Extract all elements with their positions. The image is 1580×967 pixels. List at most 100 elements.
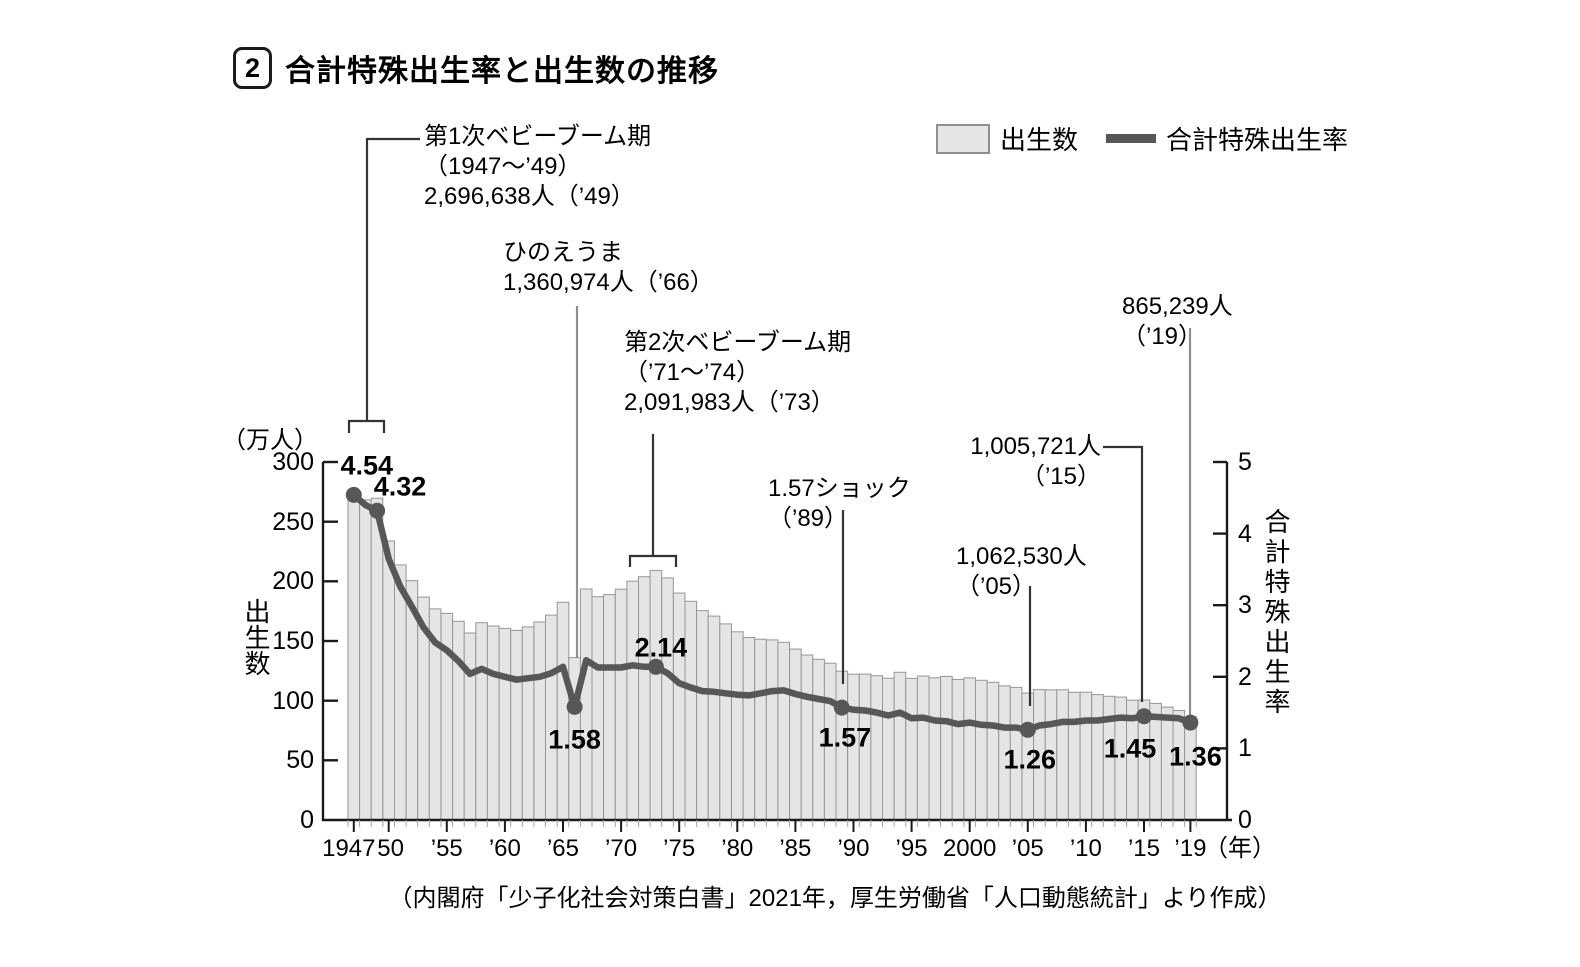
tfr-dot xyxy=(345,486,362,503)
birth-bar xyxy=(707,615,721,821)
birth-bar xyxy=(684,600,698,821)
birth-bar xyxy=(1067,691,1081,821)
birth-bar xyxy=(835,670,849,821)
birth-bar xyxy=(870,675,884,821)
annotation-line: （’05） xyxy=(956,573,1037,600)
legend-label-births: 出生数 xyxy=(1000,125,1079,155)
birth-bar xyxy=(1091,694,1104,821)
birth-bar xyxy=(1160,706,1174,821)
birth-bar xyxy=(847,673,860,821)
tfr-dot xyxy=(647,658,664,675)
birth-bar xyxy=(754,638,767,821)
birth-bar xyxy=(731,631,744,821)
birth-bar xyxy=(649,569,663,821)
annotation-connector xyxy=(1103,445,1144,702)
birth-bar xyxy=(1021,692,1035,821)
tfr-dot xyxy=(833,699,850,716)
annotation-line: （’15） xyxy=(1020,463,1101,490)
annotation-births-2015: 1,005,721人 （’15） xyxy=(928,432,1101,492)
birth-bar xyxy=(591,596,605,821)
tfr-dot xyxy=(1182,714,1199,731)
birth-bar xyxy=(1056,689,1069,821)
annotation-line: 2,696,638人（’49） xyxy=(424,183,635,210)
annotation-line: 1,360,974人（’66） xyxy=(503,269,714,296)
page-title: 合計特殊出生率と出生数の推移 xyxy=(285,55,719,88)
birth-bar xyxy=(614,588,628,821)
births-bar-swatch xyxy=(936,123,990,154)
birth-bar xyxy=(452,620,465,821)
birth-bar xyxy=(905,677,918,821)
figure-title-row: 2 合計特殊出生率と出生数の推移 xyxy=(233,46,719,90)
birth-bar xyxy=(1184,716,1197,821)
birth-bar xyxy=(1172,710,1186,821)
tfr-line-swatch xyxy=(1106,134,1157,143)
annotation-line: （’71～’74） xyxy=(624,359,761,386)
birth-bar xyxy=(823,662,837,821)
tfr-dot xyxy=(566,698,583,715)
birth-bar xyxy=(1149,702,1162,821)
birth-bar xyxy=(696,610,709,821)
birth-bar xyxy=(986,681,1000,821)
birth-bar xyxy=(1079,691,1093,821)
birth-bar xyxy=(1102,695,1116,821)
y-left-axis-title: 出生数 xyxy=(241,598,271,676)
annotation-births-2019: 865,239人 （’19） xyxy=(1122,292,1233,352)
annotation-line: 865,239人 xyxy=(1122,293,1233,320)
annotation-line: 2,091,983人（’73） xyxy=(624,389,835,416)
annotation-line: 1,062,530人 xyxy=(956,543,1087,570)
birth-bar xyxy=(498,627,512,821)
birth-bar xyxy=(545,614,558,821)
birth-bar xyxy=(638,576,651,821)
birth-bar xyxy=(603,594,616,821)
annotation-line: （’19） xyxy=(1122,323,1203,350)
tfr-dot xyxy=(369,502,386,519)
birth-bar xyxy=(394,564,407,821)
birth-bar xyxy=(719,623,732,821)
annotation-line: 第1次ベビーブーム期 xyxy=(424,123,652,150)
birth-bar xyxy=(800,654,814,821)
annotation-second-baby-boom: 第2次ベビーブーム期 （’71～’74） 2,091,983人（’73） xyxy=(624,328,851,418)
birth-bar xyxy=(975,679,988,821)
y-left-unit-label: （万人） xyxy=(222,427,318,454)
birth-bar xyxy=(521,626,535,821)
birth-bar xyxy=(463,632,477,821)
birth-bar xyxy=(893,671,907,821)
annotation-first-baby-boom: 第1次ベビーブーム期 （1947～’49） 2,696,638人（’49） xyxy=(424,122,651,212)
legend-label-tfr: 合計特殊出生率 xyxy=(1166,125,1349,155)
annotation-line: 第2次ベビーブーム期 xyxy=(624,329,852,356)
birth-bar xyxy=(858,673,872,821)
tfr-dot xyxy=(1136,708,1152,725)
birth-bar xyxy=(370,497,384,821)
tfr-dot xyxy=(1019,721,1036,738)
birth-bar xyxy=(998,685,1011,821)
annotation-births-2005: 1,062,530人 （’05） xyxy=(956,542,1087,602)
birth-bar xyxy=(812,658,825,821)
birth-bar xyxy=(742,637,756,821)
annotation-line: 1.57ショック xyxy=(768,475,911,502)
birth-bar xyxy=(661,577,674,821)
birth-bar xyxy=(475,622,488,821)
birth-bar xyxy=(940,675,953,821)
birth-bar xyxy=(777,641,791,821)
birth-bar xyxy=(963,677,977,821)
annotation-connector xyxy=(365,137,420,421)
figure-number-badge: 2 xyxy=(233,47,272,89)
annotation-line: ひのえうま xyxy=(503,239,623,266)
birth-bar xyxy=(882,677,895,821)
birth-bar xyxy=(1044,689,1058,821)
legend: 出生数 合計特殊出生率 xyxy=(936,120,1348,157)
annotation-connector xyxy=(347,419,386,433)
birth-bar xyxy=(916,675,930,821)
tfr-line xyxy=(350,491,1194,734)
birth-bar xyxy=(510,629,523,821)
annotation-hinoeuma: ひのえうま 1,360,974人（’66） xyxy=(503,238,714,298)
annotation-157-shock: 1.57ショック （’89） xyxy=(768,474,911,534)
birth-bar xyxy=(347,499,361,821)
source-note: （内閣府「少子化社会対策白書」2021年，厚生労働省「人口動態統計」より作成） xyxy=(388,885,1282,912)
annotation-line: 1,005,721人 xyxy=(970,433,1101,460)
birth-bar xyxy=(789,648,802,821)
birth-bar xyxy=(1009,686,1023,821)
birth-bar xyxy=(533,621,547,821)
